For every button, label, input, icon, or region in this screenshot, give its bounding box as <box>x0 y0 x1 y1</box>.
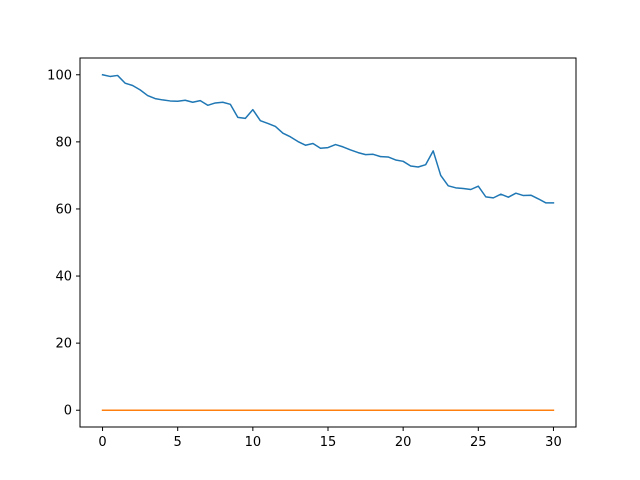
plot-series <box>101 73 555 411</box>
x-tick-label: 5 <box>174 435 182 450</box>
x-axis: 0 5 10 15 20 25 30 <box>98 427 562 450</box>
plot-frame <box>79 57 577 428</box>
x-tick-label: 20 <box>395 435 412 450</box>
y-tick-label: 80 <box>55 135 72 150</box>
y-tick-label: 40 <box>55 270 72 285</box>
y-tick-label: 20 <box>55 337 72 352</box>
y-tick-label: 100 <box>47 68 72 83</box>
y-axis: 0 20 40 60 80 100 <box>47 68 80 419</box>
series-line-0 <box>101 73 555 204</box>
x-tick-label: 25 <box>470 435 487 450</box>
x-tick-label: 30 <box>545 435 562 450</box>
x-tick-label: 0 <box>98 435 106 450</box>
x-tick-label: 15 <box>320 435 337 450</box>
y-tick-label: 0 <box>64 404 72 419</box>
x-tick-label: 10 <box>245 435 262 450</box>
y-tick-label: 60 <box>55 202 72 217</box>
